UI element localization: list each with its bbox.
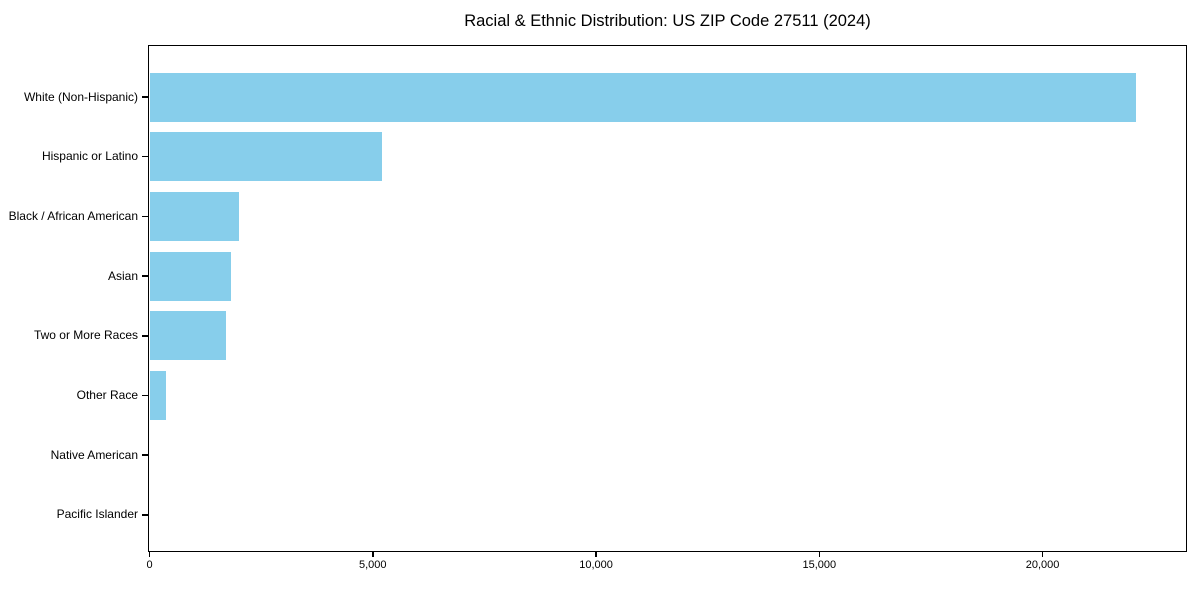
y-tick-mark [142, 454, 148, 456]
x-tick-label-10000: 10,000 [579, 559, 613, 571]
y-tick-mark [142, 155, 148, 158]
x-tick-mark [1041, 552, 1044, 557]
plot-area [148, 45, 1187, 552]
x-tick-mark [818, 552, 821, 557]
y-label-black-african-american: Black / African American [8, 208, 138, 223]
x-tick-mark [595, 552, 597, 557]
y-tick-mark [142, 275, 148, 277]
x-tick-label-20000: 20,000 [1025, 559, 1060, 571]
x-tick-mark [148, 552, 151, 557]
bar-two-or-more-races [149, 311, 226, 361]
bar-white-non-hispanic [149, 72, 1137, 122]
y-label-asian: Asian [107, 268, 138, 283]
y-label-pacific-islander: Pacific Islander [56, 507, 138, 522]
bar-hispanic-or-latino [149, 132, 382, 182]
x-tick-mark [372, 552, 374, 557]
y-tick-mark [142, 215, 148, 218]
chart-title: Racial & Ethnic Distribution: US ZIP Cod… [464, 12, 871, 30]
y-label-other-race: Other Race [76, 388, 138, 402]
bar-black-african-american [149, 191, 239, 241]
x-tick-label-5000: 5,000 [359, 559, 387, 571]
x-tick-label-15000: 15,000 [802, 559, 837, 571]
bar-asian [149, 251, 232, 301]
y-label-native-american: Native American [50, 447, 138, 462]
y-label-two-or-more-races: Two or More Races [33, 328, 138, 343]
y-tick-mark [142, 514, 148, 516]
y-label-white-non-hispanic: White (Non-Hispanic) [23, 89, 138, 104]
y-label-hispanic-or-latino: Hispanic or Latino [41, 149, 138, 164]
bar-other-race [149, 371, 166, 420]
x-tick-label-0: 0 [146, 559, 153, 571]
y-tick-mark [142, 394, 148, 397]
y-tick-mark [142, 96, 148, 98]
y-tick-mark [142, 335, 148, 337]
